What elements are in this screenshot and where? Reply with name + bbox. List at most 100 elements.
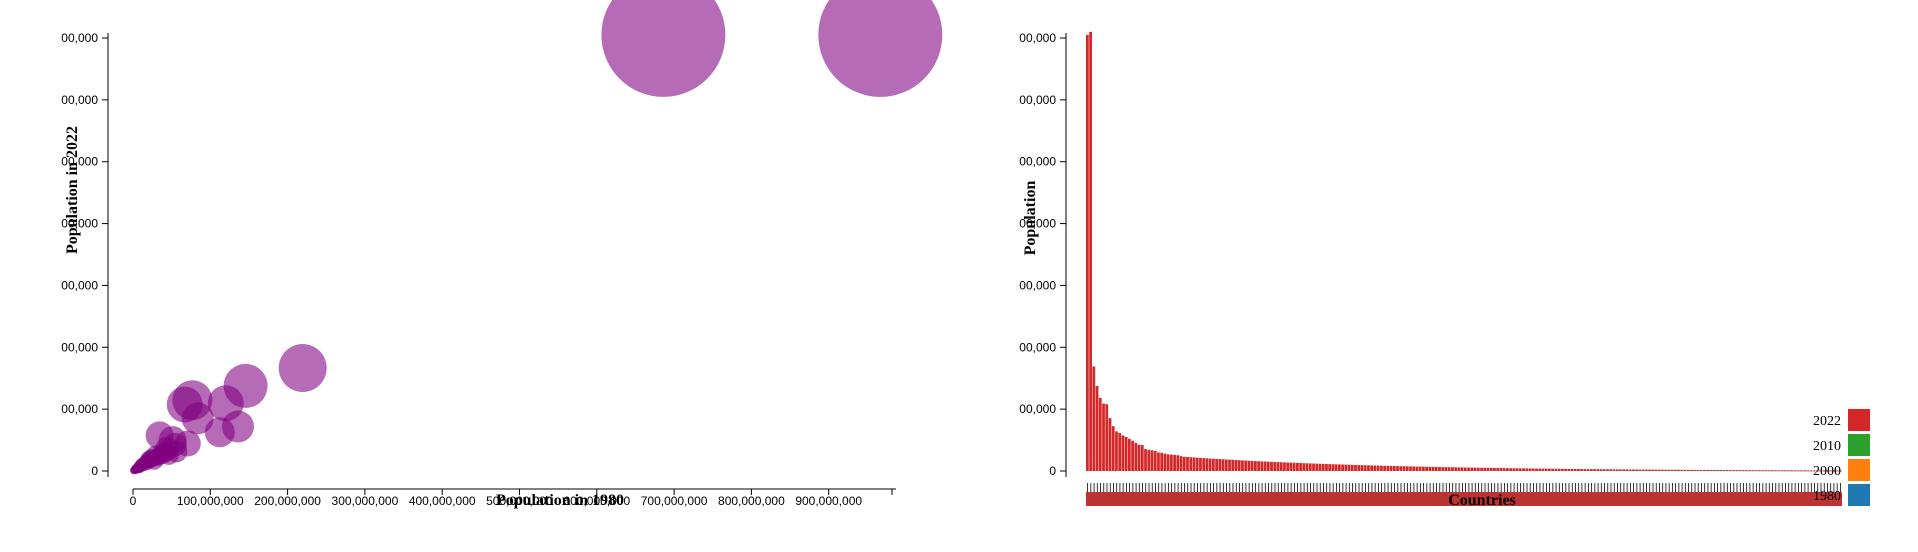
bar — [1712, 469, 1716, 471]
bar — [1321, 463, 1325, 471]
bar — [1748, 470, 1752, 472]
bar — [1334, 464, 1338, 471]
bar — [1173, 454, 1176, 471]
bar — [1425, 466, 1428, 471]
bar — [1237, 460, 1241, 471]
bar — [1767, 470, 1771, 472]
bar-y-tick-label: 0 — [1049, 464, 1056, 478]
bar — [1648, 469, 1651, 471]
bar — [1489, 467, 1493, 471]
bar — [1131, 440, 1134, 471]
bar — [1182, 456, 1186, 471]
bar — [1793, 470, 1797, 472]
bar — [1376, 465, 1380, 471]
bar — [1641, 469, 1645, 471]
bar — [1176, 455, 1180, 471]
scatter-x-tick-label: 200,000,000 — [254, 494, 321, 508]
scatter-x-tick-label: 400,000,000 — [409, 494, 476, 508]
bar — [1296, 462, 1299, 471]
bar — [1418, 466, 1422, 471]
bar — [1699, 469, 1703, 471]
bar — [1431, 466, 1435, 471]
bar — [1554, 468, 1558, 471]
bar — [1761, 470, 1764, 472]
bar — [1157, 452, 1160, 471]
scatter-y-axis-title: Population in 2022 — [64, 126, 81, 254]
bar — [1328, 464, 1332, 471]
bar — [1422, 466, 1425, 471]
bar — [1128, 438, 1131, 471]
bar — [1583, 469, 1587, 471]
bar — [1535, 468, 1538, 471]
bar — [1541, 468, 1545, 471]
scatter-y-tick-label: 00,000 — [61, 93, 98, 107]
bar — [1179, 456, 1183, 471]
bar — [1709, 469, 1713, 471]
bar — [1441, 467, 1445, 471]
bar — [1192, 457, 1196, 471]
bar — [1628, 469, 1632, 471]
bar — [1770, 470, 1774, 472]
bar — [1111, 426, 1115, 471]
bar — [1803, 470, 1806, 472]
bar — [1483, 467, 1487, 471]
bar — [1315, 463, 1319, 471]
bar — [1270, 461, 1273, 471]
bar — [1835, 470, 1839, 472]
bar-x-axis-title: Countries — [1448, 492, 1516, 509]
bar — [1502, 468, 1506, 471]
bar — [1392, 466, 1396, 471]
scatter-y-tick-label: 00,000 — [61, 155, 98, 169]
bar-y-tick-label: 00,000 — [1019, 217, 1056, 231]
bar — [1428, 466, 1432, 471]
bar — [1528, 468, 1532, 471]
legend-label-2022: 2022 — [1813, 414, 1841, 429]
bar — [1586, 469, 1590, 471]
scatter-y-tick-label: 0 — [91, 464, 98, 478]
bar — [1186, 457, 1189, 471]
bar — [1344, 464, 1348, 471]
bar-y-axis-title: Population — [1022, 181, 1039, 256]
scatter-x-ticks: 0 100,000,000 200,000,000 300,000,000 400,00… — [130, 489, 893, 508]
bar — [1728, 470, 1732, 472]
scatter-x-tick-label: 500,000,000 — [486, 494, 553, 508]
bar — [1787, 470, 1790, 472]
bar — [1580, 469, 1584, 471]
bar — [1464, 467, 1467, 471]
scatter-x-tick-label: 900,000,000 — [795, 494, 862, 508]
bar — [1389, 465, 1393, 471]
bar — [1147, 449, 1151, 471]
bar — [1722, 470, 1726, 472]
bar — [1493, 467, 1496, 471]
bar — [1354, 464, 1357, 471]
bar-y-tick-label: 00,000 — [1019, 155, 1056, 169]
bar — [1590, 469, 1593, 471]
bar — [1593, 469, 1596, 471]
bar — [1470, 467, 1474, 471]
scatter-y-tick-label: 00,000 — [61, 402, 98, 416]
bar — [1273, 461, 1277, 471]
bar — [1506, 468, 1509, 471]
bar — [1457, 467, 1461, 471]
bar — [1683, 469, 1687, 471]
bar — [1573, 468, 1577, 471]
bar — [1796, 470, 1800, 472]
bar — [1693, 469, 1697, 471]
scatter-point — [204, 417, 235, 448]
bar — [1108, 418, 1112, 471]
bar — [1486, 467, 1490, 471]
scatter-x-axis-title: Population in 1980 — [496, 492, 624, 509]
bar — [1632, 469, 1635, 471]
bar — [1800, 470, 1803, 472]
bar — [1438, 467, 1441, 471]
scatter-y-tick-label: 00,000 — [61, 278, 98, 292]
bar — [1286, 462, 1290, 471]
bar — [1153, 450, 1157, 471]
bar — [1383, 465, 1386, 471]
bar — [1266, 461, 1270, 471]
bar — [1564, 468, 1567, 471]
legend-label-2010: 2010 — [1813, 439, 1841, 454]
bar — [1415, 466, 1419, 471]
bar — [1806, 470, 1810, 472]
bar-series — [1086, 31, 1842, 472]
